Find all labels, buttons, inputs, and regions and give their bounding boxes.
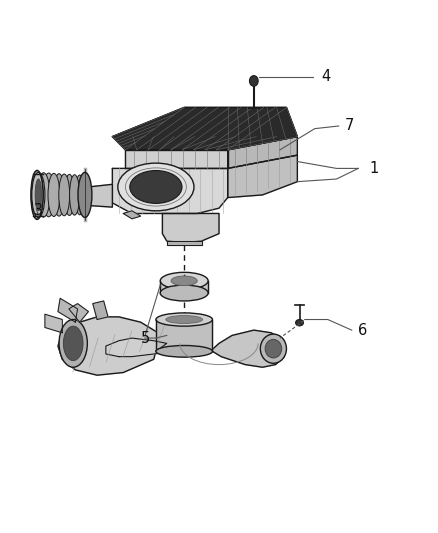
Text: 6: 6: [358, 322, 367, 337]
Text: 3: 3: [34, 203, 43, 219]
Ellipse shape: [166, 316, 202, 324]
Text: 4: 4: [321, 69, 331, 84]
Ellipse shape: [37, 173, 50, 217]
Ellipse shape: [48, 173, 60, 216]
Polygon shape: [123, 211, 141, 219]
Polygon shape: [58, 298, 78, 322]
Polygon shape: [228, 136, 297, 168]
Ellipse shape: [64, 174, 74, 215]
Ellipse shape: [32, 172, 45, 217]
Ellipse shape: [260, 334, 286, 364]
Ellipse shape: [59, 174, 70, 216]
Polygon shape: [156, 319, 212, 351]
Polygon shape: [167, 241, 201, 245]
Polygon shape: [82, 184, 113, 207]
Polygon shape: [45, 314, 62, 333]
Polygon shape: [160, 281, 208, 293]
Ellipse shape: [156, 345, 212, 357]
Polygon shape: [210, 330, 284, 367]
Polygon shape: [162, 214, 219, 243]
Ellipse shape: [118, 163, 194, 211]
Ellipse shape: [42, 173, 55, 217]
Polygon shape: [113, 108, 297, 150]
Polygon shape: [69, 304, 88, 322]
Polygon shape: [106, 338, 176, 357]
Ellipse shape: [78, 172, 92, 217]
Ellipse shape: [64, 326, 83, 361]
Text: 5: 5: [141, 330, 150, 345]
Polygon shape: [58, 317, 167, 375]
Ellipse shape: [296, 319, 304, 326]
Ellipse shape: [53, 174, 65, 216]
Polygon shape: [113, 168, 228, 214]
Polygon shape: [125, 150, 228, 168]
Polygon shape: [228, 155, 297, 198]
Ellipse shape: [171, 276, 197, 286]
Ellipse shape: [265, 340, 282, 358]
Ellipse shape: [160, 272, 208, 289]
Text: 7: 7: [345, 118, 355, 133]
Text: 1: 1: [369, 161, 378, 176]
Circle shape: [250, 76, 258, 86]
Ellipse shape: [75, 175, 85, 215]
Ellipse shape: [35, 179, 42, 211]
Ellipse shape: [156, 313, 212, 326]
Ellipse shape: [32, 172, 45, 217]
Ellipse shape: [130, 171, 182, 204]
Polygon shape: [93, 301, 108, 319]
Ellipse shape: [70, 175, 80, 215]
Ellipse shape: [160, 285, 208, 301]
Ellipse shape: [59, 319, 87, 367]
